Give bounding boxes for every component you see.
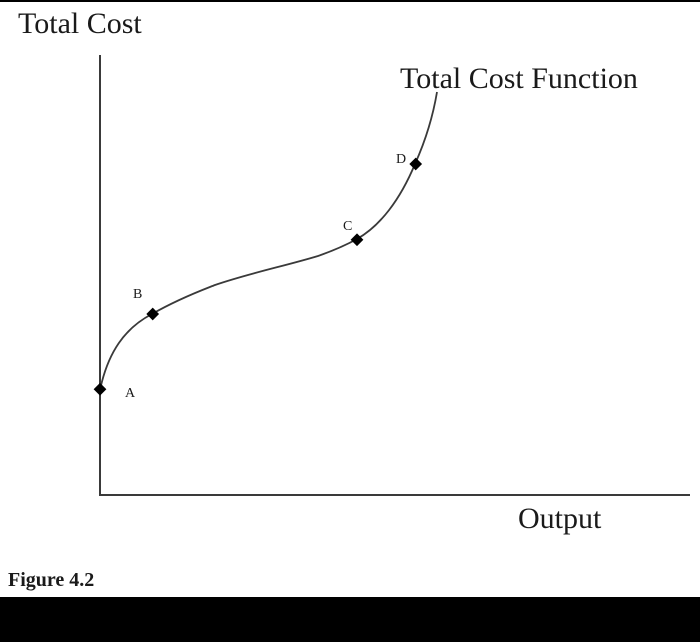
point-c-marker bbox=[350, 233, 364, 247]
figure-caption: Figure 4.2 bbox=[8, 569, 94, 591]
x-axis-title: Output bbox=[518, 502, 602, 535]
footer-bar bbox=[0, 597, 700, 642]
total-cost-curve bbox=[99, 91, 438, 391]
point-b-label: B bbox=[133, 287, 142, 302]
point-c-label: C bbox=[343, 219, 352, 234]
top-border bbox=[0, 0, 700, 2]
point-a-label: A bbox=[125, 386, 136, 401]
point-b-marker bbox=[146, 307, 160, 321]
y-axis-title: Total Cost bbox=[18, 7, 142, 40]
point-a-marker bbox=[93, 382, 107, 396]
curve-title: Total Cost Function bbox=[400, 62, 638, 95]
point-d-marker bbox=[409, 157, 423, 171]
point-d-label: D bbox=[396, 152, 406, 167]
